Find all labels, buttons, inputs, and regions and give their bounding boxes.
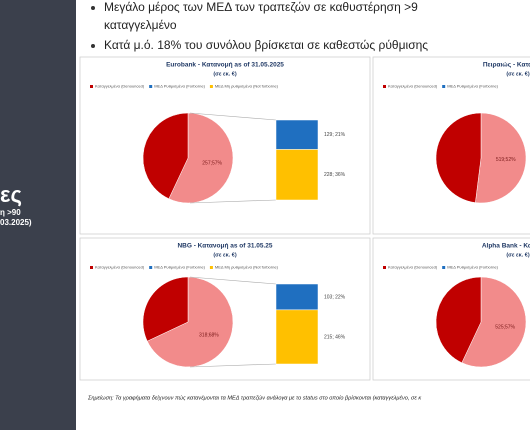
chart-title: Πειραιώς - Κατανομή a [483, 62, 530, 69]
pie-slice [146, 276, 234, 368]
legend-label: ΜΕΔ Ρυθμισμένα (Forborne) [154, 265, 205, 270]
connector [189, 363, 277, 368]
legend-label: ΜΕΔ Ρυθμισμένα (Forborne) [154, 84, 205, 89]
bar-label: 228; 36% [324, 172, 346, 178]
sidebar [0, 0, 76, 430]
bar-segment [275, 309, 319, 365]
chart-subtitle: (σε εκ. €) [506, 71, 530, 77]
bar-label: 103; 22% [324, 294, 346, 300]
legend-swatch [149, 85, 153, 88]
bar-segment [275, 119, 319, 150]
legend-swatch [383, 85, 386, 88]
bullet-dot [91, 6, 95, 10]
legend-swatch [383, 266, 386, 269]
bullet-text: καταγγελμένο [104, 18, 177, 32]
slice-label: 519;52% [496, 157, 516, 163]
pie-slice [461, 276, 527, 368]
slice-label: 257;57% [202, 161, 222, 167]
bullet-text: Μεγάλο μέρος των ΜΕΔ των τραπεζών σε καθ… [104, 0, 418, 14]
pie-slice [475, 112, 527, 204]
chart-subtitle: (σε εκ. €) [213, 252, 237, 258]
pie-slice [435, 276, 482, 364]
legend-label: Καταγγελμένα (Denounced) [95, 265, 145, 270]
chart-title: Alpha Bank - Κατανομή [482, 243, 530, 250]
legend-swatch [209, 266, 213, 269]
legend-swatch [209, 85, 213, 88]
sidebar-heading: ες [0, 182, 22, 207]
legend-swatch [90, 85, 93, 88]
pie-slice [435, 112, 482, 203]
legend-label: ΜΕΔ Μη ρυθμισμένα (Not forborne) [215, 265, 279, 270]
legend-label: Καταγγελμένα (Denounced) [388, 84, 438, 89]
bullet-dot [91, 44, 95, 48]
slice-label: 318;68% [199, 333, 219, 339]
chart-title: Eurobank - Κατανομή as of 31.05.2025 [166, 62, 284, 69]
chart-subtitle: (σε εκ. €) [506, 252, 530, 258]
slice-label: 525;57% [495, 325, 515, 331]
connector [189, 276, 277, 285]
sidebar-line: η >90 [0, 208, 21, 217]
pie-slice [142, 276, 189, 342]
pie-slice [142, 112, 189, 200]
legend-swatch [442, 85, 446, 88]
legend-label: ΜΕΔ Ρυθμισμένα (Forborne) [447, 265, 498, 270]
bar-label: 215; 46% [324, 334, 346, 340]
bar-label: 129; 21% [324, 132, 346, 138]
chart-title: NBG - Κατανομή as of 31.05.25 [177, 243, 272, 250]
bar-segment [275, 283, 319, 311]
legend-label: ΜΕΔ Μη ρυθμισμένα (Not forborne) [215, 84, 279, 89]
note: Σημείωση: Τα γραφήματα δείχνουν πώς κατα… [87, 394, 422, 401]
pie-slice [168, 112, 234, 204]
legend-label: ΜΕΔ Ρυθμισμένα (Forborne) [447, 84, 498, 89]
legend-swatch [149, 266, 153, 269]
bullet-text: Κατά μ.ό. 18% του συνόλου βρίσκεται σε κ… [104, 38, 428, 52]
sidebar-line: 03.2025) [0, 218, 32, 227]
legend-label: Καταγγελμένα (Denounced) [388, 265, 438, 270]
chart-subtitle: (σε εκ. €) [213, 71, 237, 77]
connector [189, 112, 277, 121]
connector [189, 199, 277, 204]
legend-label: Καταγγελμένα (Denounced) [95, 84, 145, 89]
bar-segment [275, 149, 319, 201]
legend-swatch [90, 266, 93, 269]
legend-swatch [442, 266, 446, 269]
